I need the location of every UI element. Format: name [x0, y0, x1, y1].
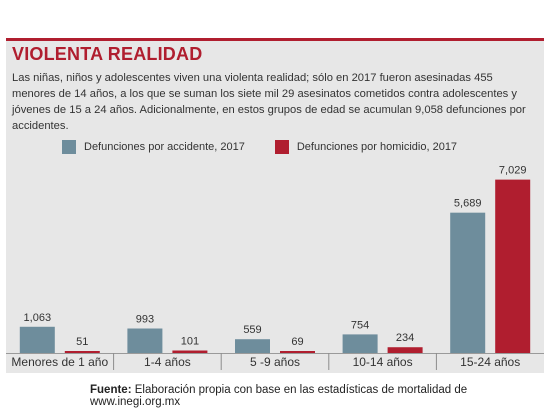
category-label-4: 15-24 años: [460, 355, 520, 369]
data-label-homicide-3: 234: [396, 332, 414, 344]
title-accent-bar: [6, 38, 544, 41]
source-note: Fuente: Elaboración propia con base en l…: [90, 384, 550, 408]
bar-homicide-3: [387, 347, 423, 353]
data-label-accident-4: 5,689: [454, 198, 482, 210]
data-label-homicide-1: 101: [181, 336, 199, 348]
bar-homicide-2: [280, 351, 315, 353]
bar-accident-4: [450, 212, 486, 353]
bar-accident-0: [19, 326, 55, 353]
bar-homicide-4: [495, 179, 531, 353]
data-label-homicide-0: 51: [76, 336, 88, 348]
bar-accident-3: [342, 334, 378, 353]
category-label-2: 5 -9 años: [250, 355, 300, 369]
legend-label-homicide: Defunciones por homicidio, 2017: [296, 141, 458, 153]
legend-swatch-homicide: [274, 140, 289, 154]
bar-accident-1: [127, 328, 163, 353]
chart-description: Las niñas, niños y adolescentes viven un…: [12, 72, 526, 132]
source-label: Fuente:: [90, 384, 132, 396]
legend-swatch-accident: [62, 140, 76, 154]
legend-item-accident: Defunciones por accidente, 2017: [62, 140, 245, 154]
bar-homicide-1: [172, 350, 208, 353]
source-text: Elaboración propia con base en las estad…: [90, 384, 468, 408]
bar-accident-2: [235, 339, 270, 353]
category-label-0: Menores de 1 año: [11, 355, 108, 369]
legend: Defunciones por accidente, 2017 Defuncio…: [62, 140, 457, 154]
bar-homicide-0: [64, 351, 100, 353]
category-label-3: 10-14 años: [353, 355, 413, 369]
data-label-homicide-4: 7,029: [499, 165, 527, 177]
chart-title: VIOLENTA REALIDAD: [12, 44, 203, 64]
legend-item-homicide: Defunciones por homicidio, 2017: [274, 140, 458, 154]
category-label-1: 1-4 años: [144, 355, 191, 369]
data-label-homicide-2: 69: [291, 336, 303, 348]
data-label-accident-1: 993: [136, 314, 154, 326]
legend-label-accident: Defunciones por accidente, 2017: [84, 141, 245, 153]
data-label-accident-0: 1,063: [24, 312, 52, 324]
data-label-accident-3: 754: [351, 319, 369, 331]
data-label-accident-2: 559: [243, 324, 261, 336]
